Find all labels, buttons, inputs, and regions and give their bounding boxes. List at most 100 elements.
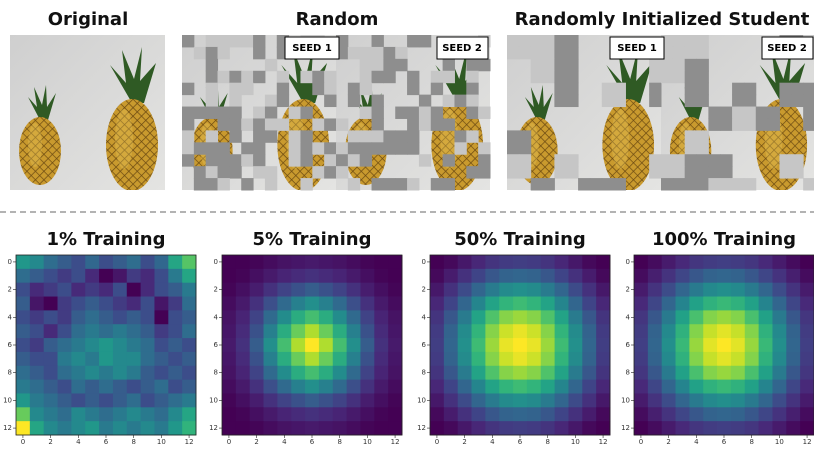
mask-patch bbox=[803, 94, 814, 108]
heatmap-cell bbox=[263, 338, 278, 353]
heatmap-cell bbox=[374, 421, 389, 436]
mask-patch bbox=[395, 142, 408, 155]
heatmap-cell bbox=[85, 296, 100, 311]
y-tick-label: 0 bbox=[626, 258, 630, 266]
heatmap-cell bbox=[99, 255, 114, 270]
y-tick-label: 0 bbox=[214, 258, 218, 266]
chart-title: 100% Training bbox=[652, 229, 796, 250]
mask-patch bbox=[359, 70, 373, 84]
heatmap-cell bbox=[57, 282, 72, 297]
heatmap-cell bbox=[730, 268, 746, 284]
heatmap-cell bbox=[85, 268, 100, 284]
heatmap-cell bbox=[443, 324, 459, 339]
heatmap-cell bbox=[513, 407, 528, 422]
panel-title: Original bbox=[48, 9, 129, 30]
mask-patch bbox=[347, 94, 361, 108]
heatmap-cell bbox=[786, 255, 801, 270]
mask-patch bbox=[684, 154, 698, 167]
mask-patch bbox=[684, 35, 698, 48]
heatmap-cell bbox=[374, 393, 389, 408]
heatmap-cell bbox=[582, 365, 597, 381]
mask-patch bbox=[300, 70, 313, 84]
heatmap-cell bbox=[318, 310, 334, 325]
heatmap-cell bbox=[744, 310, 760, 325]
heatmap-cell bbox=[346, 379, 361, 394]
heatmap-cell bbox=[499, 310, 514, 325]
x-tick-label: 2 bbox=[666, 438, 670, 445]
mask-patch bbox=[383, 70, 396, 84]
y-tick-label: 4 bbox=[626, 313, 631, 321]
heatmap-cell bbox=[485, 268, 500, 284]
mask-patch bbox=[803, 106, 814, 119]
heatmap-cell bbox=[744, 338, 760, 353]
heatmap-cell bbox=[513, 379, 528, 394]
mask-patch bbox=[779, 154, 792, 167]
mask-patch bbox=[371, 106, 384, 119]
heatmap-cell bbox=[112, 365, 128, 381]
heatmap-cell bbox=[29, 255, 45, 270]
mask-patch bbox=[383, 130, 396, 143]
mask-patch bbox=[395, 178, 408, 191]
heatmap-cell bbox=[430, 379, 445, 394]
heatmap-cell bbox=[99, 282, 114, 297]
heatmap-cell bbox=[513, 324, 528, 339]
mask-patch bbox=[182, 106, 195, 119]
heatmap-cell bbox=[235, 338, 251, 353]
mask-patch bbox=[229, 94, 242, 108]
heatmap-cell bbox=[786, 351, 801, 367]
mask-patch bbox=[478, 154, 491, 167]
heatmap-cell bbox=[499, 351, 514, 367]
seed-label: SEED 2 bbox=[442, 43, 482, 54]
heatmap-cell bbox=[634, 282, 649, 297]
mask-patch bbox=[418, 118, 432, 131]
heatmap-cell bbox=[291, 407, 306, 422]
heatmap-cell bbox=[277, 365, 292, 381]
y-tick-label: 2 bbox=[8, 286, 12, 294]
heatmap-cell bbox=[772, 282, 787, 297]
heatmap-cell bbox=[513, 393, 528, 408]
seed-label: SEED 2 bbox=[767, 43, 807, 54]
heatmap-cell bbox=[29, 338, 45, 353]
heatmap-cell bbox=[786, 421, 801, 436]
heatmap-cell bbox=[554, 268, 569, 284]
heatmap-cell bbox=[249, 407, 264, 422]
heatmap-cell bbox=[540, 324, 556, 339]
heatmap-cell bbox=[568, 407, 583, 422]
x-tick-label: 6 bbox=[518, 438, 523, 445]
heatmap-cell bbox=[647, 255, 663, 270]
mask-patch bbox=[554, 58, 567, 72]
heatmap-cell bbox=[689, 351, 704, 367]
heatmap-cell bbox=[263, 324, 278, 339]
heatmap-cell bbox=[291, 255, 306, 270]
mask-patch bbox=[478, 58, 491, 72]
heatmap-cell bbox=[744, 296, 760, 311]
x-tick-label: 10 bbox=[571, 438, 580, 445]
heatmap-cell bbox=[291, 324, 306, 339]
heatmap-cell bbox=[596, 338, 611, 353]
heatmap-cell bbox=[388, 324, 403, 339]
heatmap-cell bbox=[744, 379, 760, 394]
mask-patch bbox=[466, 94, 479, 108]
heatmap-cell bbox=[168, 338, 183, 353]
heatmap-cell bbox=[772, 393, 787, 408]
heatmap-cell bbox=[112, 268, 128, 284]
heatmap-cell bbox=[647, 379, 663, 394]
mask-patch bbox=[205, 178, 219, 191]
heatmap-cell bbox=[277, 421, 292, 436]
heatmap-cell bbox=[661, 296, 676, 311]
heatmap-cell bbox=[499, 282, 514, 297]
mask-patch bbox=[732, 94, 745, 108]
heatmap-cell bbox=[730, 407, 746, 422]
heatmap-cell bbox=[140, 268, 155, 284]
heatmap-cell bbox=[772, 255, 787, 270]
heatmap-cell bbox=[443, 310, 459, 325]
heatmap-cell bbox=[388, 379, 403, 394]
mask-patch bbox=[601, 82, 615, 96]
mask-patch bbox=[182, 154, 195, 167]
heatmap-cell bbox=[126, 338, 142, 353]
heatmap-cell bbox=[16, 282, 31, 297]
mask-patch bbox=[205, 166, 219, 179]
mask-patch bbox=[205, 82, 219, 96]
heatmap-cell bbox=[277, 296, 292, 311]
